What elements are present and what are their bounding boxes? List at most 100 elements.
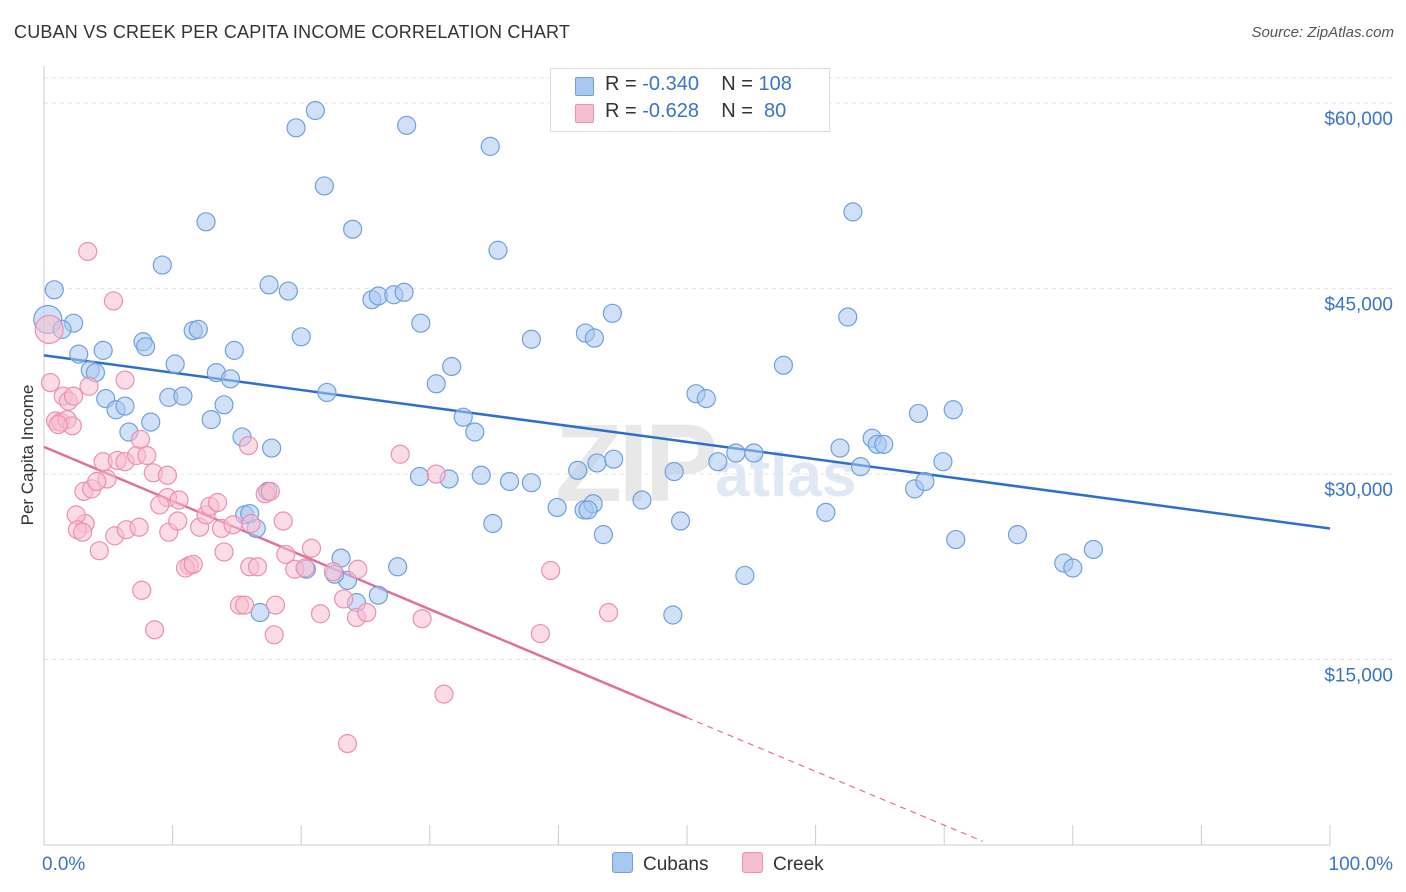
- creek-point: [169, 490, 189, 510]
- cubans-point: [838, 307, 858, 327]
- cubans-point: [286, 118, 306, 138]
- cubans-point: [773, 355, 794, 375]
- creek-point: [103, 291, 124, 311]
- cubans-point: [471, 465, 491, 485]
- cubans-point: [933, 452, 953, 472]
- cubans-point: [735, 565, 755, 586]
- y-tick-label: $15,000: [1324, 666, 1393, 687]
- cubans-point: [135, 337, 156, 357]
- cubans-point: [453, 407, 473, 427]
- creek-point: [598, 602, 619, 623]
- cubans-point: [317, 382, 337, 403]
- creek-point: [264, 625, 284, 645]
- cubans-trendline: [43, 354, 1331, 530]
- creek-point: [235, 595, 255, 615]
- label-layer: $15,000 $30,000 $45,000 $60,000 0.0% 100.0%: [42, 109, 1393, 875]
- creek-point: [273, 511, 293, 531]
- cubans-point: [946, 529, 966, 550]
- bottom-legend-creek: Creek: [742, 852, 824, 876]
- cubans-point: [480, 136, 500, 156]
- cubans-point: [851, 457, 871, 477]
- legend-swatch-creek: [575, 104, 594, 123]
- y-tick-label: $60,000: [1324, 109, 1393, 130]
- cubans-point: [488, 240, 508, 260]
- cubans-point: [343, 219, 363, 239]
- legend-n-value: 108: [758, 73, 792, 95]
- creek-point: [310, 604, 331, 624]
- creek-point: [260, 481, 280, 501]
- creek-point: [265, 595, 286, 615]
- legend-row-creek: R = -0.628 N = 80: [575, 100, 786, 126]
- cubans-point: [578, 500, 598, 520]
- bottom-legend-swatch-creek: [742, 852, 763, 873]
- cubans-point: [593, 525, 614, 545]
- cubans-point: [188, 319, 208, 339]
- cubans-point: [409, 466, 430, 487]
- creek-point: [241, 513, 261, 534]
- bottom-legend-cubans: Cubans: [612, 852, 709, 876]
- cubans-point: [214, 395, 234, 415]
- creek-point: [323, 562, 343, 582]
- cubans-point: [547, 497, 567, 518]
- cubans-point: [696, 389, 716, 409]
- creek-point: [390, 444, 410, 464]
- axis-layer: [43, 66, 1331, 846]
- creek-point: [223, 515, 243, 535]
- creek-point: [276, 544, 296, 565]
- legend-swatch-cubans: [575, 77, 594, 96]
- cubans-point: [69, 344, 89, 364]
- cubans-point: [604, 449, 624, 469]
- creek-point: [150, 495, 170, 515]
- correlation-legend: R = -0.340 N = 108 R = -0.628 N = 80: [550, 68, 830, 132]
- cubans-point: [93, 340, 113, 360]
- cubans-point: [165, 354, 185, 374]
- creek-point: [337, 734, 358, 754]
- cubans-point: [388, 557, 408, 577]
- legend-r-label: R =: [605, 73, 637, 95]
- cubans-point: [521, 329, 541, 349]
- y-tick-label: $45,000: [1324, 295, 1393, 316]
- legend-r-value: -0.628: [642, 100, 699, 122]
- creek-point: [530, 623, 550, 644]
- creek-point: [208, 492, 228, 513]
- cubans-point: [173, 386, 193, 406]
- creek-point: [334, 589, 354, 609]
- cubans-point: [602, 303, 623, 323]
- cubans-point: [152, 255, 172, 275]
- cubans-point: [141, 412, 161, 432]
- cubans-point: [115, 396, 135, 416]
- creek-point: [295, 558, 315, 578]
- creek-point: [89, 541, 109, 561]
- cubans-point: [44, 280, 64, 300]
- cubans-point: [744, 443, 764, 463]
- cubans-point: [1007, 525, 1028, 545]
- cubans-point: [587, 453, 607, 473]
- points-layer: [33, 100, 1103, 754]
- creek-point: [48, 414, 68, 435]
- creek-trendline: [43, 445, 688, 719]
- cubans-point: [915, 471, 935, 492]
- cubans-point: [259, 275, 279, 295]
- cubans-point: [291, 327, 311, 347]
- x-tick-label: 100.0%: [1329, 854, 1394, 875]
- cubans-point: [816, 502, 836, 522]
- cubans-point: [908, 403, 929, 424]
- legend-text-creek: R = -0.628 N = 80: [605, 100, 786, 123]
- source-text: Source: ZipAtlas.com: [1251, 24, 1394, 41]
- creek-point: [115, 370, 135, 390]
- cubans-point: [411, 313, 431, 333]
- cubans-point: [943, 400, 963, 420]
- creek-point: [183, 554, 203, 574]
- bottom-legend-label-cubans: Cubans: [643, 854, 709, 875]
- legend-row-cubans: R = -0.340 N = 108: [575, 73, 792, 99]
- legend-r-label: R =: [605, 100, 637, 122]
- cubans-point: [442, 356, 462, 377]
- legend-r-value: -0.340: [642, 73, 699, 95]
- cubans-point: [708, 452, 728, 472]
- creek-point: [168, 511, 188, 531]
- creek-point: [541, 560, 561, 581]
- creek-point: [130, 429, 151, 450]
- legend-n-value: 80: [758, 100, 787, 122]
- cubans-point: [1083, 539, 1103, 560]
- cubans-point: [278, 281, 298, 301]
